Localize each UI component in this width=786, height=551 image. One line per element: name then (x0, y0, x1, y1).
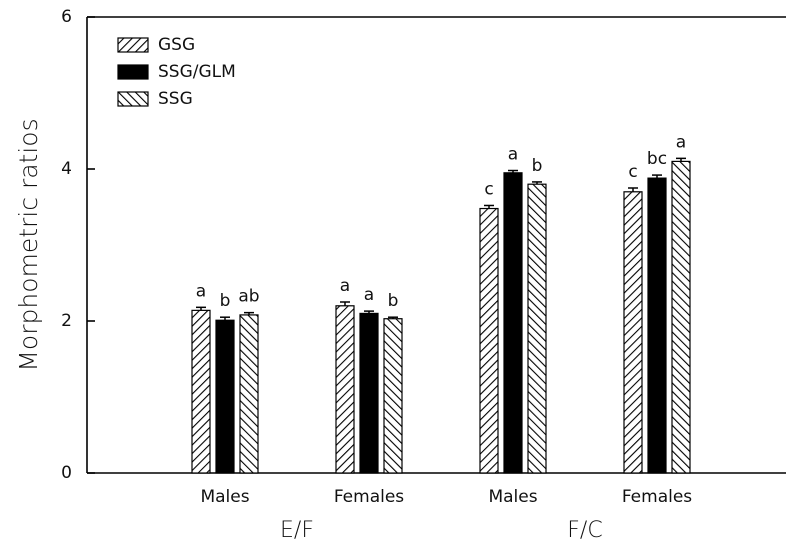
x-tick-label: Females (622, 487, 692, 507)
significance-letter: a (676, 132, 686, 152)
group-label: E/F (280, 518, 314, 543)
y-tick-label: 6 (61, 7, 72, 27)
bar (527, 183, 547, 474)
bar (671, 160, 691, 474)
y-tick-label: 0 (61, 463, 72, 483)
legend-label: SSG/GLM (158, 62, 236, 82)
significance-letter: a (364, 285, 374, 305)
x-tick-label: Females (334, 487, 404, 507)
bar (359, 312, 379, 474)
significance-letter: c (484, 179, 493, 199)
legend-swatch (117, 91, 149, 107)
y-tick-label: 2 (61, 311, 72, 331)
bar (239, 314, 259, 474)
bar (503, 172, 523, 474)
significance-letter: b (532, 156, 543, 176)
bar (335, 305, 355, 474)
y-axis-label: Morphometric ratios (14, 118, 43, 371)
group-label: F/C (567, 518, 602, 543)
bar (215, 319, 235, 474)
y-tick-label: 4 (61, 159, 72, 179)
legend-swatch (117, 64, 149, 80)
significance-letter: a (196, 281, 206, 301)
bar (623, 191, 643, 474)
legend-label: GSG (158, 35, 195, 55)
significance-letter: b (388, 291, 399, 311)
significance-letter: a (340, 276, 350, 296)
significance-letter: ab (238, 287, 259, 307)
significance-letter: c (628, 162, 637, 182)
bar (647, 177, 667, 474)
bar (191, 309, 211, 474)
x-tick-label: Males (488, 487, 537, 507)
significance-letter: a (508, 145, 518, 165)
legend-label: SSG (158, 89, 193, 109)
bar (383, 318, 403, 474)
x-tick-label: Males (200, 487, 249, 507)
significance-letter: bc (647, 149, 667, 169)
significance-letter: b (220, 291, 231, 311)
bar (479, 207, 499, 474)
legend-swatch (117, 37, 149, 53)
